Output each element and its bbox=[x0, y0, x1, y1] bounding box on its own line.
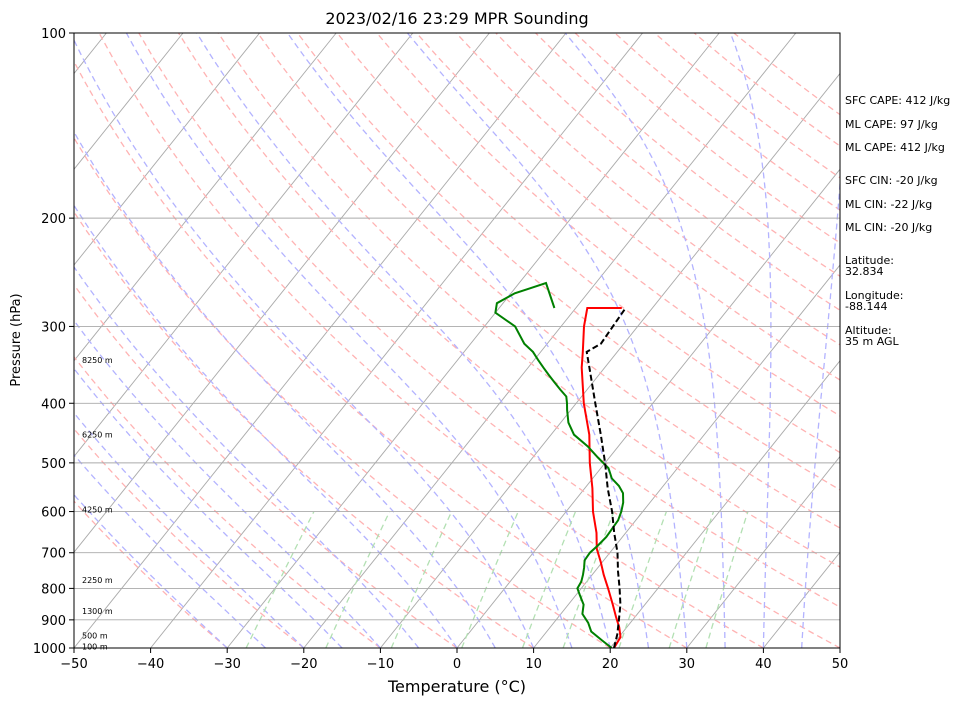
moist-adiabat-line bbox=[74, 411, 305, 648]
x-tick-label: −40 bbox=[137, 657, 164, 672]
isotherm-line bbox=[380, 72, 840, 648]
dry-adiabat-line bbox=[455, 33, 840, 346]
side-info-item: Latitude: 32.834 bbox=[845, 254, 894, 278]
sounding-series-0 bbox=[580, 307, 622, 648]
height-label: 1300 m bbox=[82, 607, 113, 616]
moist-adiabat-line bbox=[74, 493, 228, 648]
mixing-ratio-line bbox=[461, 511, 519, 648]
side-info-item: SFC CAPE: 412 J/kg bbox=[845, 94, 951, 107]
moist-adiabat-line bbox=[125, 33, 573, 648]
isotherm-line bbox=[456, 168, 840, 648]
moist-adiabat-line bbox=[74, 265, 420, 648]
isotherm-line bbox=[74, 33, 414, 458]
moist-adiabat-line bbox=[74, 38, 535, 648]
x-tick-label: −30 bbox=[213, 657, 240, 672]
x-tick-label: 0 bbox=[453, 657, 461, 672]
mixing-ratio-line bbox=[245, 511, 315, 648]
moist-adiabat-line bbox=[74, 204, 458, 648]
isotherm-line bbox=[303, 33, 797, 648]
pressure-grid bbox=[74, 32, 840, 649]
y-tick-label: 1000 bbox=[33, 642, 66, 657]
dry-adiabat-line bbox=[74, 136, 611, 648]
side-info-item: ML CIN: -20 J/kg bbox=[845, 221, 933, 234]
side-info-item: ML CAPE: 97 J/kg bbox=[845, 118, 938, 131]
x-tick-label: 30 bbox=[679, 657, 696, 672]
sounding-series-2 bbox=[585, 307, 627, 648]
y-tick-label: 700 bbox=[41, 547, 66, 562]
moist-adiabat-line bbox=[74, 453, 266, 648]
dry-adiabat-line bbox=[74, 283, 458, 648]
height-label: 2250 m bbox=[82, 576, 113, 585]
mixing-ratio-line bbox=[668, 511, 715, 648]
isotherm-line bbox=[74, 33, 567, 648]
y-tick-label: 900 bbox=[41, 614, 66, 629]
isotherm-line bbox=[74, 33, 337, 362]
height-label: 4250 m bbox=[82, 505, 113, 514]
moist-adiabat-line bbox=[564, 33, 726, 648]
isotherm-line bbox=[686, 455, 840, 648]
dry-adiabat-line bbox=[98, 33, 764, 648]
x-tick-label: 50 bbox=[832, 657, 849, 672]
isotherm-line bbox=[74, 33, 490, 553]
side-info-item: ML CAPE: 412 J/kg bbox=[845, 141, 945, 154]
dry-adiabat-line bbox=[138, 33, 840, 648]
side-info-item: ML CIN: -22 J/kg bbox=[845, 198, 933, 211]
mixing-ratio-line bbox=[325, 511, 391, 648]
dry-adiabat-line bbox=[74, 210, 534, 648]
x-tick-label: 40 bbox=[755, 657, 772, 672]
moist-adiabat-line bbox=[196, 33, 611, 648]
y-tick-label: 600 bbox=[41, 506, 66, 521]
isotherm-line bbox=[226, 33, 720, 648]
x-tick-label: −20 bbox=[290, 657, 317, 672]
y-tick-label: 500 bbox=[41, 457, 66, 472]
height-label: 8250 m bbox=[82, 356, 113, 365]
moist-adiabat-line bbox=[729, 33, 772, 648]
y-tick-label: 300 bbox=[41, 320, 66, 335]
mixing-ratio-line bbox=[521, 511, 577, 648]
y-tick-label: 800 bbox=[41, 582, 66, 597]
moist-adiabat-line bbox=[74, 130, 496, 648]
dry-adiabat-line bbox=[74, 60, 688, 648]
dry-adiabat-line bbox=[74, 500, 228, 648]
x-tick-label: −50 bbox=[60, 657, 87, 672]
dry-adiabat-line bbox=[336, 33, 840, 454]
dry-adiabat-line bbox=[416, 33, 840, 381]
isotherm-line bbox=[74, 33, 260, 266]
side-info-item: SFC CIN: -20 J/kg bbox=[845, 174, 938, 187]
height-label: 500 m bbox=[82, 632, 108, 641]
isotherm-line bbox=[609, 360, 840, 648]
y-tick-label: 200 bbox=[41, 212, 66, 227]
x-tick-label: 10 bbox=[525, 657, 542, 672]
x-tick-label: 20 bbox=[602, 657, 619, 672]
x-axis-label: Temperature (°C) bbox=[387, 677, 526, 696]
side-info-item: Altitude: 35 m AGL bbox=[845, 324, 899, 348]
moist-adiabat-line bbox=[74, 367, 343, 648]
moist-adiabat-line bbox=[286, 33, 650, 648]
chart-title: 2023/02/16 23:29 MPR Sounding bbox=[325, 9, 588, 28]
sounding-series-1 bbox=[494, 281, 625, 648]
x-tick-label: −10 bbox=[367, 657, 394, 672]
y-axis-label: Pressure (hPa) bbox=[9, 293, 24, 386]
dry-adiabat-line bbox=[177, 33, 840, 608]
height-labels: 100 m 500 m 1300 m 2250 m 4250 m 6250 m 8250 m bbox=[82, 356, 113, 652]
background-lines bbox=[74, 33, 840, 648]
dry-adiabat-line bbox=[74, 355, 381, 648]
side-info-item: Longitude: -88.144 bbox=[845, 289, 904, 313]
y-tick-label: 400 bbox=[41, 397, 66, 412]
isotherm-line bbox=[150, 33, 643, 648]
height-label: 100 m bbox=[82, 643, 108, 652]
plot-frame bbox=[73, 32, 841, 649]
height-label: 6250 m bbox=[82, 431, 113, 440]
moist-adiabat-line bbox=[801, 175, 840, 648]
isotherm-line bbox=[74, 33, 184, 170]
dry-adiabat-line bbox=[376, 33, 840, 417]
y-tick-label: 100 bbox=[41, 27, 66, 42]
sounding-lines bbox=[494, 281, 627, 648]
moist-adiabat-line bbox=[74, 319, 381, 648]
